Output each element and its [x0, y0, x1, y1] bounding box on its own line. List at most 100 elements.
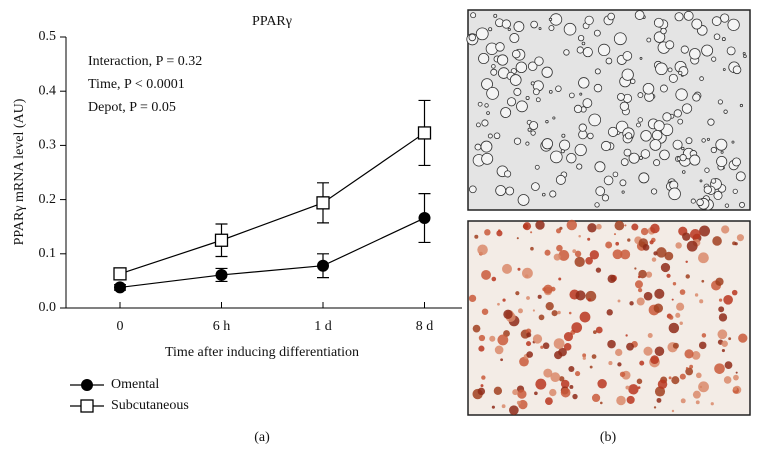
stained-droplet: [497, 334, 509, 346]
droplet: [607, 12, 615, 21]
droplet: [576, 46, 584, 54]
stained-droplet: [699, 225, 710, 237]
stained-droplet: [691, 351, 701, 360]
x-tick-label: 1 d: [314, 319, 332, 334]
droplet: [507, 27, 511, 31]
stained-droplet: [660, 262, 671, 273]
droplet: [481, 152, 494, 165]
stained-droplet: [542, 287, 547, 292]
stained-droplet: [629, 301, 634, 306]
droplet: [475, 27, 489, 41]
droplet: [530, 81, 535, 86]
droplet: [701, 44, 714, 57]
droplet: [655, 62, 668, 76]
stained-droplet: [614, 220, 625, 231]
marker: [418, 212, 431, 225]
stained-droplet: [542, 342, 550, 350]
droplet: [560, 149, 565, 154]
droplet: [637, 92, 644, 99]
stained-droplet: [637, 275, 641, 279]
droplet: [742, 51, 746, 55]
chart-title: PPARγ: [252, 14, 292, 29]
stained-droplet: [512, 389, 519, 396]
stained-droplet: [501, 404, 506, 409]
droplet: [681, 170, 686, 174]
stained-droplet: [582, 353, 587, 358]
droplet: [665, 40, 675, 50]
stained-droplet: [532, 334, 543, 344]
stained-droplet: [526, 332, 532, 338]
stained-droplet: [701, 333, 707, 338]
stained-droplet: [689, 364, 694, 369]
droplet: [690, 198, 696, 204]
stained-droplet: [698, 341, 707, 350]
droplet: [530, 20, 538, 29]
droplet: [527, 61, 538, 71]
droplet: [534, 56, 544, 66]
droplet: [653, 120, 665, 132]
stained-droplet: [474, 234, 479, 239]
droplet: [525, 141, 530, 146]
droplet: [594, 68, 601, 75]
stained-droplet: [534, 391, 538, 396]
droplet: [715, 138, 728, 151]
droplet: [636, 122, 641, 128]
droplet: [625, 132, 633, 140]
stained-droplet: [617, 362, 622, 367]
droplet: [493, 13, 498, 18]
droplet: [620, 158, 629, 166]
droplet: [548, 25, 555, 32]
droplet: [595, 186, 606, 196]
stained-droplet: [649, 240, 654, 245]
stained-droplet: [668, 376, 672, 380]
droplet: [743, 54, 747, 59]
droplet: [640, 130, 652, 142]
stained-droplet: [537, 294, 542, 299]
stained-droplet: [574, 256, 585, 268]
stained-droplet: [615, 241, 620, 246]
stained-droplet: [712, 236, 722, 246]
stained-droplet: [666, 273, 671, 278]
stained-droplet: [585, 256, 593, 265]
stained-droplet: [491, 405, 495, 409]
droplet: [516, 100, 528, 113]
stained-droplet: [477, 387, 486, 396]
stained-droplet: [509, 405, 519, 415]
droplet: [680, 45, 689, 54]
droplet: [496, 54, 509, 66]
stained-droplet: [521, 267, 533, 279]
series-line: [119, 217, 425, 288]
droplet: [726, 46, 736, 56]
droplet: [588, 113, 602, 127]
droplet: [550, 150, 563, 164]
droplet: [505, 186, 515, 196]
droplet: [668, 187, 681, 201]
stained-droplet: [628, 384, 639, 395]
droplet: [612, 171, 619, 178]
stained-droplet: [524, 274, 529, 278]
stained-droplet: [587, 298, 592, 302]
stained-droplet: [560, 387, 571, 398]
droplet: [468, 185, 477, 194]
stained-droplet: [503, 309, 513, 319]
stained-droplet: [591, 354, 597, 359]
stained-droplet: [568, 311, 572, 315]
stained-droplet: [680, 398, 686, 404]
y-tick-label: 0.5: [39, 29, 57, 44]
y-tick-label: 0.4: [39, 83, 57, 98]
droplet: [481, 119, 489, 127]
droplet: [480, 140, 493, 153]
stained-droplet: [543, 284, 553, 294]
droplet: [603, 175, 614, 186]
droplet: [486, 87, 499, 100]
droplet: [621, 68, 634, 81]
stained-droplet: [698, 381, 709, 393]
droplet: [720, 150, 724, 154]
stained-droplet: [637, 288, 643, 293]
stained-droplet: [526, 351, 534, 358]
droplet: [487, 133, 493, 139]
stained-droplet: [684, 349, 694, 359]
stained-droplet: [472, 324, 481, 333]
droplet: [678, 70, 683, 76]
